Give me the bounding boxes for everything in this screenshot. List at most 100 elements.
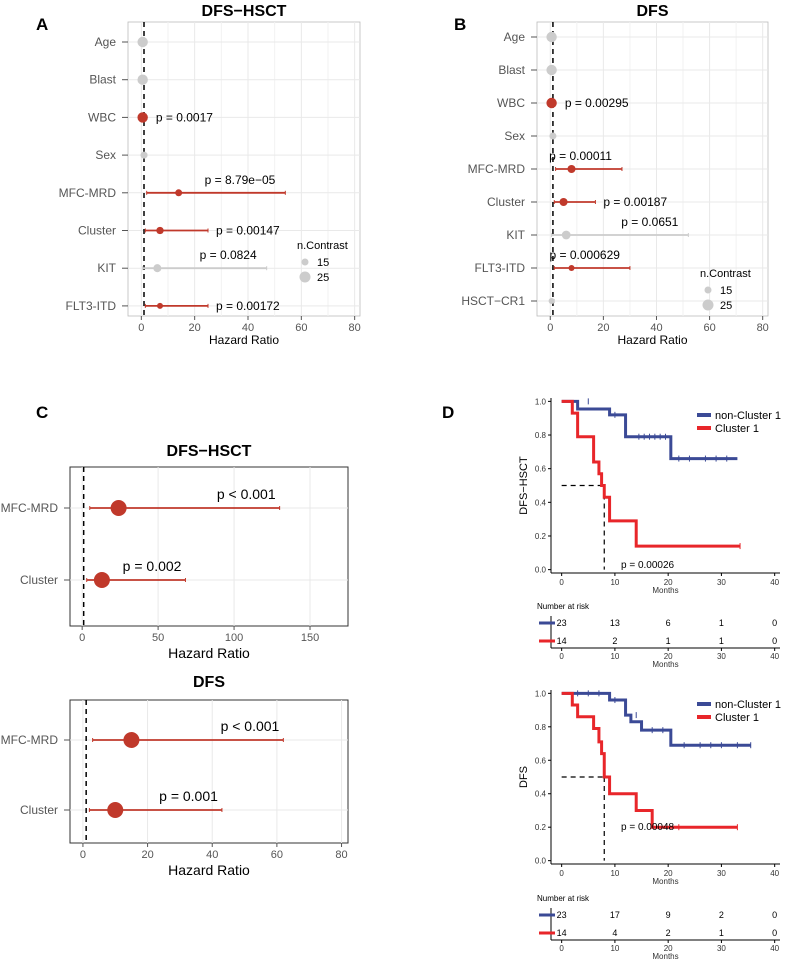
risk-count: 13 (610, 618, 620, 628)
x-axis-title: Hazard Ratio (168, 645, 250, 661)
forest-plot-c-dfs-hsct: DFS−HSCT MFC-MRD p < 0.001 Cluster p = 0.002… (1, 443, 349, 661)
x-tick-label: 60 (703, 322, 715, 334)
panel-label-a: A (36, 15, 48, 34)
y-tick-label: 0.4 (535, 790, 547, 799)
risk-tick-label: 30 (717, 944, 726, 953)
row-label: Sex (504, 129, 525, 143)
row-label: MFC-MRD (468, 162, 526, 176)
hr-point (153, 264, 162, 273)
p-value-label: p = 0.00048 (621, 822, 675, 833)
x-tick-label: 30 (717, 578, 726, 587)
risk-count: 0 (772, 618, 777, 628)
y-tick-label: 1.0 (535, 397, 547, 406)
risk-x-axis-title: Months (652, 660, 678, 669)
x-tick-label: 60 (271, 849, 283, 861)
row-label: Age (504, 30, 526, 44)
risk-count: 0 (772, 910, 777, 920)
y-tick-label: 0.8 (535, 431, 547, 440)
x-tick-label: 0 (559, 578, 564, 587)
p-value-label: p = 0.00187 (603, 195, 667, 209)
risk-table-title: Number at risk (537, 602, 590, 611)
y-tick-label: 0.2 (535, 823, 547, 832)
risk-count: 14 (557, 928, 567, 938)
legend-label: non-Cluster 1 (715, 410, 781, 422)
risk-count: 1 (719, 928, 724, 938)
chart-title: DFS (193, 674, 225, 691)
p-value-label: p < 0.001 (221, 718, 280, 734)
risk-count: 0 (772, 636, 777, 646)
legend-title: n.Contrast (700, 268, 751, 280)
hr-point (157, 302, 163, 309)
risk-count: 23 (557, 618, 567, 628)
legend-label: 25 (317, 272, 329, 284)
x-tick-label: 80 (335, 849, 347, 861)
p-value-label: p = 0.000629 (550, 248, 621, 262)
hr-point (546, 64, 557, 76)
x-tick-label: 40 (242, 322, 254, 334)
p-value-label: p = 0.00147 (216, 224, 280, 238)
row-label: WBC (88, 110, 116, 124)
x-tick-label: 20 (189, 322, 201, 334)
panel-label-b: B (454, 15, 466, 34)
row-label: Blast (89, 73, 116, 87)
hr-point (110, 500, 127, 516)
legend-symbol-large (702, 299, 714, 311)
p-value-label: p = 0.0651 (621, 215, 678, 229)
x-tick-label: 0 (138, 322, 144, 334)
p-value-label: p = 0.00026 (621, 560, 675, 571)
p-value-label: p = 0.002 (123, 558, 182, 574)
x-tick-label: 80 (349, 322, 361, 334)
risk-tick-label: 20 (664, 944, 673, 953)
legend-label: Cluster 1 (715, 423, 759, 435)
hr-point (123, 732, 140, 748)
p-value-label: p = 0.00172 (216, 299, 280, 313)
y-tick-label: 0.2 (535, 532, 547, 541)
p-value-label: p = 0.001 (159, 788, 218, 804)
x-tick-label: 60 (295, 322, 307, 334)
row-label: KIT (506, 228, 525, 242)
x-tick-label: 0 (559, 869, 564, 878)
hr-point (568, 265, 575, 271)
plot-frame (69, 466, 349, 627)
risk-count: 4 (612, 928, 617, 938)
legend-symbol-small (704, 286, 712, 294)
risk-count: 1 (666, 636, 671, 646)
plot-frame (127, 21, 361, 317)
row-label: KIT (97, 261, 116, 275)
p-value-label: p = 0.00011 (549, 149, 612, 163)
row-label: WBC (497, 96, 525, 110)
row-label: Cluster (20, 803, 58, 817)
risk-count: 2 (612, 636, 617, 646)
row-label: Cluster (487, 195, 525, 209)
row-label: MFC-MRD (1, 501, 59, 515)
risk-tick-label: 0 (559, 944, 564, 953)
hr-point (175, 189, 183, 197)
survival-curve-cluster-1 (561, 399, 741, 548)
row-label: Sex (95, 148, 116, 162)
hr-point (548, 298, 555, 304)
hr-point (156, 226, 164, 235)
legend-title: n.Contrast (297, 240, 348, 252)
panel-label-d: D (442, 403, 454, 422)
risk-tick-label: 10 (610, 944, 619, 953)
y-tick-label: 0.0 (535, 857, 547, 866)
x-tick-label: 0 (79, 632, 85, 644)
hr-point (140, 151, 148, 159)
x-tick-label: 20 (597, 322, 609, 334)
x-tick-label: 10 (610, 578, 619, 587)
risk-tick-label: 10 (610, 652, 619, 661)
p-value-label: p = 0.00295 (565, 96, 629, 110)
x-axis-title: Hazard Ratio (209, 333, 279, 347)
chart-title: DFS−HSCT (202, 3, 287, 20)
risk-count: 6 (666, 618, 671, 628)
legend-label: 25 (720, 300, 732, 312)
y-axis-title: DFS−HSCT (518, 456, 530, 515)
x-tick-label: 20 (664, 578, 673, 587)
x-tick-label: 40 (650, 322, 662, 334)
row-label: MFC-MRD (1, 733, 59, 747)
p-value-label: p = 0.0017 (156, 110, 213, 124)
forest-plot-a: DFS−HSCT Age Blast WBC p = 0.0017 Sex MFC-MRD p… (59, 3, 361, 347)
hr-point (567, 164, 576, 174)
km-plot-d-dfs: 0.00.20.40.60.81.00 10 20 30 40MonthsDFSnon-… (518, 689, 781, 961)
